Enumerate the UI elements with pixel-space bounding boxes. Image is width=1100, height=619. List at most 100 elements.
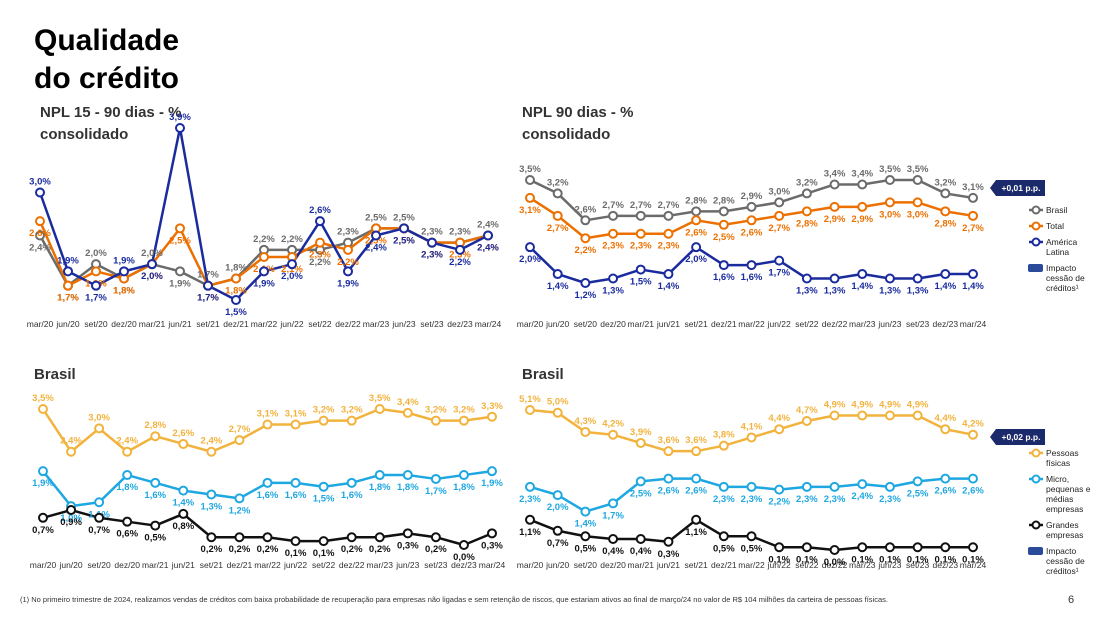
legend-label: Impacto cessão de créditos¹ [1046,263,1085,293]
value-label: 2,6% [962,486,984,497]
value-label: 4,4% [934,413,956,424]
chart-title: NPL 90 dias - % [522,104,633,121]
legend-marker [1031,237,1041,247]
data-point [525,405,535,415]
data-point [635,264,646,275]
value-label: 1,0% [60,513,82,524]
legend-icon [1029,221,1043,231]
value-label: 3,6% [658,435,680,446]
data-point [968,429,978,440]
data-point [231,273,241,284]
data-point [884,481,895,492]
data-point [608,210,619,221]
value-label: 3,2% [934,177,956,188]
data-point [343,244,353,255]
value-label: 2,3% [630,241,652,252]
x-tick-label: jun/23 [391,319,415,329]
value-label: 4,9% [907,399,929,410]
data-point [691,514,702,525]
data-point [455,244,465,255]
value-label: 2,4% [365,243,387,254]
value-label: 1,3% [879,286,901,297]
legend-label: Brasil [1046,205,1068,215]
data-point [801,206,812,217]
data-point [525,514,535,525]
value-label: 1,4% [851,281,873,292]
value-label: 1,3% [796,286,818,297]
data-point [912,273,923,284]
data-point [315,237,325,248]
value-label: 2,0% [85,248,107,259]
value-label: 1,7% [425,486,447,497]
legend-item: Total [1028,221,1098,231]
value-label: 1,6% [341,490,363,501]
data-point [150,431,161,442]
x-tick-label: mar/20 [27,319,54,329]
data-point [458,415,469,426]
x-tick-label: jun/22 [767,319,791,329]
value-label: 0,5% [741,543,763,554]
data-point [884,175,895,185]
data-point [525,481,535,492]
value-label: 2,2% [309,257,331,268]
value-label: 1,6% [285,490,307,501]
data-point [857,269,868,280]
legend-item: Impacto cessão de créditos¹ [1028,263,1098,293]
value-label: 3,9% [630,427,652,438]
value-label: 2,2% [449,257,471,268]
value-label: 4,7% [796,405,818,416]
data-point [774,542,785,553]
data-point [318,481,329,492]
value-label: 2,5% [169,235,191,246]
x-tick-label: jun/21 [167,319,191,329]
data-point [801,273,812,284]
data-point [580,278,591,288]
data-point [231,295,241,305]
x-tick-label: set/23 [906,560,929,570]
legend-item: Micro, pequenas e médias empresas [1028,474,1098,514]
x-tick-label: mar/21 [628,319,655,329]
data-point [691,473,702,484]
x-tick-label: set/22 [795,560,818,570]
data-point [402,528,413,539]
x-tick-label: jun/21 [656,319,680,329]
data-point [884,273,895,284]
value-label: 0,4% [630,546,652,557]
x-tick-label: mar/22 [254,560,281,570]
legend-icon [1028,547,1043,555]
value-label: 2,6% [29,228,51,239]
value-label: 2,3% [449,227,471,238]
value-label: 1,4% [172,498,194,509]
value-label: 2,7% [229,424,251,435]
value-label: 1,6% [144,490,166,501]
value-label: 2,6% [934,486,956,497]
value-label: 2,3% [824,494,846,505]
data-point [718,206,729,217]
chart-title: Brasil [522,366,564,383]
data-point [91,266,101,277]
value-label: 0,2% [425,544,447,555]
value-label: 3,8% [713,430,735,441]
data-point [147,259,157,270]
value-label: 2,6% [685,227,707,238]
x-tick-label: jun/20 [545,319,569,329]
legend-icon [1029,520,1043,530]
data-point [122,516,133,527]
x-tick-label: dez/20 [114,560,140,570]
value-label: 1,8% [225,263,247,274]
value-label: 3,1% [519,205,541,216]
x-tick-label: set/21 [685,319,708,329]
chart-subtitle: consolidado [40,126,128,143]
value-label: 2,4% [477,220,499,231]
value-label: 2,0% [281,271,303,282]
data-point [119,266,129,277]
x-tick-label: mar/22 [251,319,278,329]
value-label: 1,9% [253,278,275,289]
x-tick-label: dez/22 [339,560,365,570]
data-point [663,210,674,221]
data-point [580,506,591,517]
data-point [774,424,785,435]
value-label: 2,2% [281,234,303,245]
